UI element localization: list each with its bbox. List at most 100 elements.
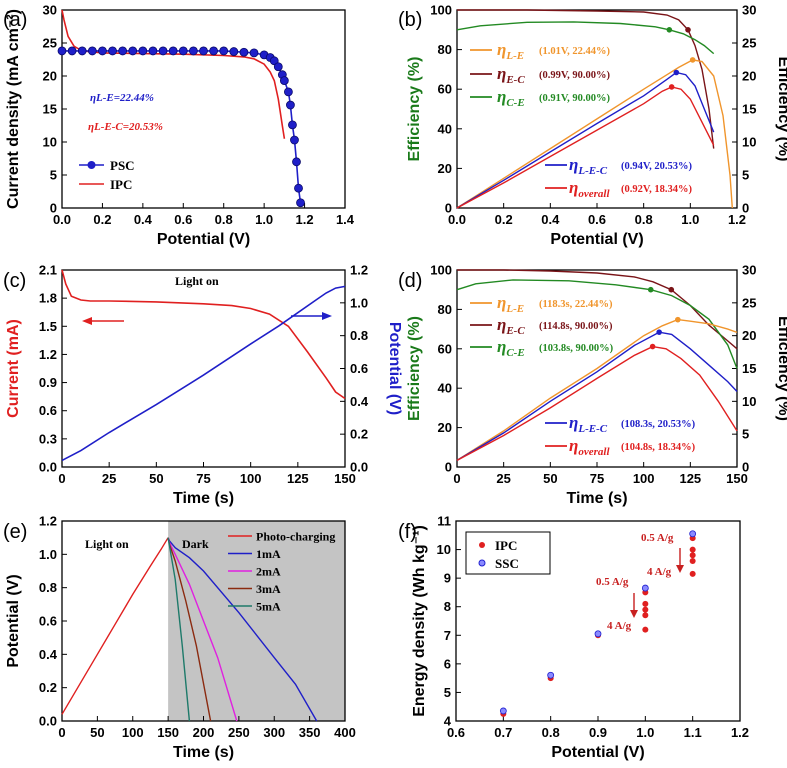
y-tick-label: 0.0 bbox=[39, 460, 57, 475]
annotation-symbol: η bbox=[569, 413, 578, 432]
x-tick-label: 0.6 bbox=[174, 212, 192, 227]
data-point bbox=[294, 183, 303, 193]
x-tick-label: 150 bbox=[334, 471, 356, 486]
panel-a: (a) 0.0 0.2 0.4 0.6 0.8 1.0 1.2 1.4 0 5 10 15 20 25 30 P… bbox=[3, 3, 355, 249]
y2-tick-label: 1.2 bbox=[350, 263, 368, 278]
peak-marker bbox=[666, 27, 673, 33]
x-axis-label: Time (s) bbox=[566, 490, 627, 507]
x-tick-label: 1.2 bbox=[296, 212, 314, 227]
y2-tick-label: 0.6 bbox=[350, 361, 368, 376]
annotation-symbol: η bbox=[569, 436, 578, 455]
data-point bbox=[188, 46, 198, 56]
data-point bbox=[108, 46, 117, 56]
y2-tick-label: 0 bbox=[742, 201, 749, 216]
y-tick-label: 1.0 bbox=[39, 547, 57, 562]
y2-tick-label: 15 bbox=[742, 361, 756, 376]
data-point-ipc bbox=[642, 626, 649, 633]
y-tick-label: 8 bbox=[444, 599, 451, 614]
data-point bbox=[292, 157, 301, 167]
series-line-0 bbox=[457, 9, 715, 149]
y-tick-label: 20 bbox=[438, 420, 452, 435]
data-point bbox=[118, 46, 128, 56]
data-point bbox=[279, 76, 289, 86]
y2-tick-label: 25 bbox=[742, 36, 756, 51]
data-point-ssc bbox=[594, 630, 602, 638]
x-tick-label: 50 bbox=[543, 471, 557, 486]
legend-label: Photo-charging bbox=[256, 530, 335, 544]
y-tick-label: 10 bbox=[43, 135, 57, 150]
data-point-ipc bbox=[689, 570, 696, 577]
panel-label: (b) bbox=[398, 9, 422, 31]
x-tick-label: 50 bbox=[90, 725, 104, 740]
data-point bbox=[269, 56, 279, 66]
legend-label: 5mA bbox=[256, 600, 281, 614]
x-tick-label: 75 bbox=[196, 471, 210, 486]
y-tick-label: 40 bbox=[438, 381, 452, 396]
dark-label: Dark bbox=[182, 537, 209, 551]
y-axis-label: Energy density (Wh kg⁻¹) bbox=[411, 525, 428, 717]
annotation-value: (1.01V, 22.44%) bbox=[539, 46, 610, 57]
legend-label: PSC bbox=[110, 158, 135, 173]
panel-d: (d)0 25 50 75 100 125 150020406080100051015202… bbox=[398, 263, 787, 508]
x-axis-label: Potential (V) bbox=[157, 231, 250, 248]
data-point bbox=[138, 46, 148, 56]
x-tick-label: 1.0 bbox=[636, 725, 654, 740]
data-point bbox=[286, 100, 295, 110]
y-tick-label: 0.4 bbox=[39, 647, 58, 662]
annotation-value: (0.91V, 90.00%) bbox=[539, 93, 610, 104]
x-tick-label: 75 bbox=[590, 471, 604, 486]
panel-label: (c) bbox=[3, 270, 26, 292]
legend-box bbox=[465, 531, 551, 575]
annotation-value: (103.8s, 90.00%) bbox=[539, 343, 614, 354]
series-line-1 bbox=[456, 21, 715, 55]
data-point bbox=[57, 46, 67, 56]
data-point bbox=[249, 48, 259, 58]
data-point bbox=[273, 62, 283, 72]
y2-tick-label: 15 bbox=[742, 102, 756, 117]
x-tick-label: 200 bbox=[193, 725, 215, 740]
dark-region bbox=[168, 521, 345, 721]
y-tick-label: 6 bbox=[444, 656, 451, 671]
annotation-value: (0.99V, 90.00%) bbox=[539, 70, 610, 81]
legend-marker-ssc bbox=[478, 559, 486, 567]
y-tick-label: 0.6 bbox=[39, 403, 57, 418]
data-point-ipc bbox=[642, 600, 649, 607]
x-tick-label: 0 bbox=[58, 725, 65, 740]
x-tick-label: 25 bbox=[496, 471, 510, 486]
series-line-0 bbox=[61, 269, 346, 400]
annotation-label: ηC-E bbox=[497, 337, 525, 359]
panel-label: (d) bbox=[398, 270, 422, 292]
panel-label: (e) bbox=[3, 521, 27, 543]
peak-marker bbox=[685, 27, 691, 33]
panel-b: (b)0.0 0.2 0.4 0.6 0.8 1.0 1.20204060801000510… bbox=[398, 3, 787, 249]
annotation-subscript: E-C bbox=[505, 74, 525, 86]
data-point-ssc bbox=[689, 530, 697, 538]
annotation-value: (108.3s, 20.53%) bbox=[621, 419, 696, 430]
x-tick-label: 125 bbox=[287, 471, 309, 486]
y-tick-label: 30 bbox=[43, 3, 57, 18]
annotation-symbol: η bbox=[497, 315, 506, 334]
annotation-symbol: η bbox=[569, 155, 578, 174]
peak-marker bbox=[689, 57, 696, 63]
x-tick-label: 0 bbox=[58, 471, 65, 486]
data-point bbox=[290, 135, 299, 145]
y-tick-label: 2.1 bbox=[39, 263, 57, 278]
annotation-label: ηL-E-C bbox=[569, 155, 608, 177]
annotation-symbol: η bbox=[497, 64, 506, 83]
x-tick-label: 0.8 bbox=[215, 212, 233, 227]
annotation-label: ηL-E-C bbox=[569, 413, 608, 435]
data-point-ipc bbox=[689, 552, 696, 559]
x-tick-label: 0.2 bbox=[495, 212, 513, 227]
annotation-subscript: E-C bbox=[505, 325, 525, 337]
annotation-subscript: L-E bbox=[505, 50, 524, 62]
x-tick-label: 1.0 bbox=[681, 212, 699, 227]
legend-label: SSC bbox=[495, 556, 519, 571]
y2-tick-label: 25 bbox=[742, 295, 756, 310]
rate-annotation: 4 A/g bbox=[647, 566, 672, 578]
rate-annotation: 0.5 A/g bbox=[641, 532, 674, 544]
data-point bbox=[148, 46, 158, 56]
peak-marker bbox=[649, 343, 656, 350]
y2-tick-label: 20 bbox=[742, 328, 756, 343]
y-tick-label: 40 bbox=[438, 121, 452, 136]
light-on-label: Light on bbox=[85, 537, 129, 551]
